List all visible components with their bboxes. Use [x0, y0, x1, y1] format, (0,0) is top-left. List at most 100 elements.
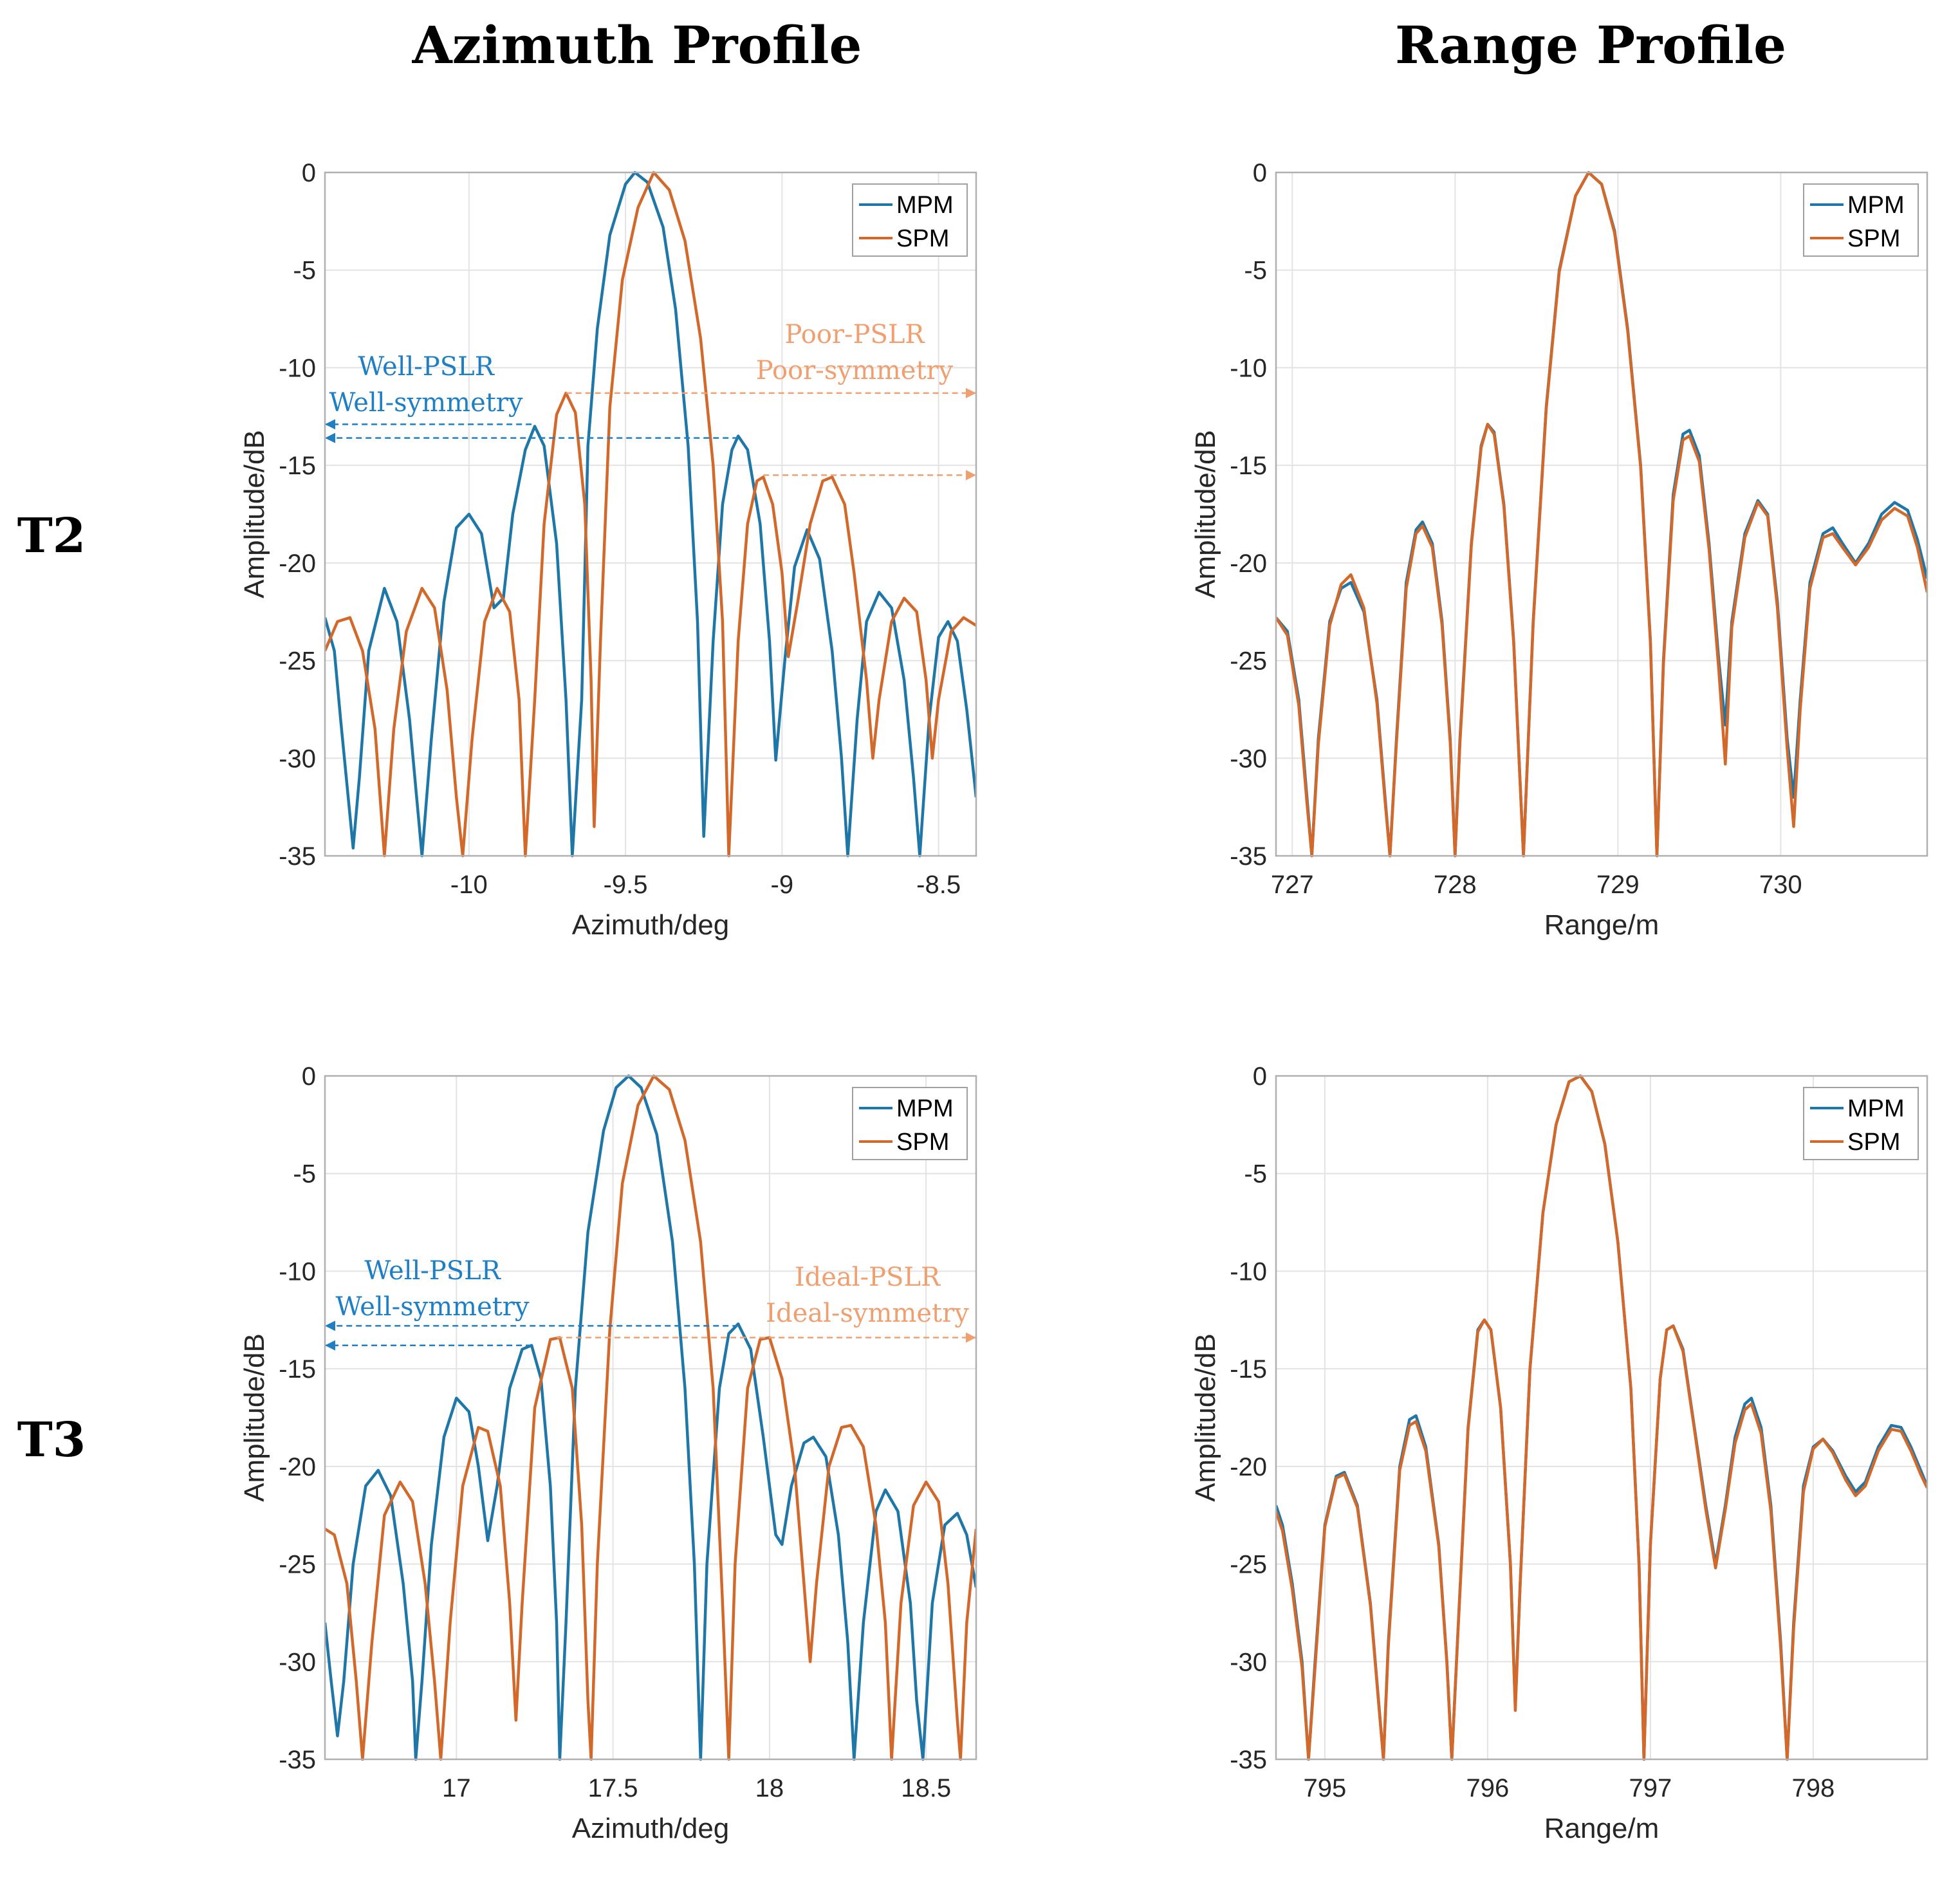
annotation-text: Poor-PSLR [784, 320, 925, 349]
arrow-head [325, 432, 335, 443]
legend-box [1803, 183, 1919, 257]
y-tick-label: -35 [279, 1746, 316, 1774]
arrow-head [966, 470, 976, 481]
plot-frame [1275, 171, 1928, 857]
x-tick-label: 17.5 [588, 1774, 638, 1802]
y-tick-label: -35 [279, 842, 316, 871]
y-tick-label: -25 [279, 647, 316, 676]
y-tick-label: -20 [1230, 1453, 1267, 1481]
chart-t3-range: 0 -5 -10 -15 -20 -25 -30 -35 795 796 797 798 Range/m… [1190, 1062, 1928, 1844]
plot-area [1276, 172, 1927, 856]
x-axis-label: Range/m [1544, 909, 1660, 941]
annotation-text: Well-symmetry [335, 1292, 529, 1322]
y-tick-label: -25 [279, 1551, 316, 1579]
plot-frame [324, 171, 977, 857]
x-tick-label: -9 [771, 871, 794, 899]
series-line-spm [1276, 1074, 1927, 1761]
arrow-head [325, 1340, 335, 1351]
arrow-head [325, 419, 335, 430]
legend-label-spm: SPM [1847, 225, 1900, 252]
x-tick-label: 727 [1271, 871, 1314, 899]
legend-label-spm: SPM [1847, 1129, 1900, 1156]
y-tick-label: -35 [1230, 1746, 1267, 1774]
y-tick-label: -20 [1230, 550, 1267, 578]
chart-t3-azimuth: Well-PSLR Well-symmetry Ideal-PSLR Ideal-sy… [239, 1062, 977, 1844]
arrow-head [325, 1320, 335, 1331]
arrow-head [966, 1332, 976, 1343]
y-tick-label: -15 [279, 1355, 316, 1384]
y-tick-label: -20 [279, 550, 316, 578]
plot-area [325, 172, 976, 856]
x-axis-label: Azimuth/deg [572, 909, 730, 941]
y-tick-label: -15 [279, 452, 316, 480]
y-tick-label: -30 [1230, 745, 1267, 773]
y-axis-label: Amplitude/dB [1190, 1333, 1221, 1502]
legend-label-mpm: MPM [1847, 1095, 1905, 1122]
x-tick-label: 795 [1304, 1774, 1347, 1802]
y-tick-label: -30 [279, 745, 316, 773]
x-tick-label: -8.5 [916, 871, 961, 899]
legend-box [852, 183, 968, 257]
y-tick-label: -5 [293, 257, 316, 285]
y-tick-label: 0 [302, 159, 316, 187]
x-axis-label: Range/m [1544, 1813, 1660, 1844]
annotation-text: Well-PSLR [358, 352, 495, 382]
x-tick-label: -9.5 [604, 871, 648, 899]
y-tick-label: -20 [279, 1453, 316, 1481]
y-tick-label: -10 [1230, 354, 1267, 382]
legend-label-mpm: MPM [1847, 192, 1905, 219]
y-tick-label: -25 [1230, 1551, 1267, 1579]
x-tick-label: 729 [1596, 871, 1640, 899]
legend-box [852, 1087, 968, 1160]
legend-label-spm: SPM [896, 225, 949, 252]
y-tick-label: -25 [1230, 647, 1267, 676]
x-tick-label: 797 [1629, 1774, 1672, 1802]
y-tick-label: -30 [1230, 1648, 1267, 1676]
plot-frame [324, 1075, 977, 1761]
y-tick-label: -35 [1230, 842, 1267, 871]
plot-frame [1275, 1075, 1928, 1761]
annotation-text: Ideal-PSLR [795, 1263, 941, 1292]
annotation-text: Well-PSLR [364, 1256, 502, 1286]
plot-area [1276, 1076, 1927, 1759]
y-tick-label: -5 [293, 1160, 316, 1189]
y-axis-label: Amplitude/dB [1190, 430, 1221, 598]
y-tick-label: -15 [1230, 1355, 1267, 1384]
series-line-mpm [325, 171, 976, 858]
x-tick-label: 17 [442, 1774, 471, 1802]
annotation-text: Poor-symmetry [756, 356, 954, 385]
x-tick-label: 730 [1759, 871, 1802, 899]
x-tick-label: 798 [1792, 1774, 1835, 1802]
y-tick-label: -10 [279, 1257, 316, 1286]
y-tick-label: 0 [1253, 159, 1267, 187]
x-tick-label: 18 [755, 1774, 784, 1802]
y-tick-label: -30 [279, 1648, 316, 1676]
arrow-head [966, 387, 976, 398]
legend-label-mpm: MPM [896, 192, 954, 219]
y-axis-label: Amplitude/dB [239, 1333, 270, 1502]
y-tick-label: 0 [1253, 1062, 1267, 1091]
azimuth-profile-header: Azimuth Profile [412, 15, 862, 75]
x-tick-label: -10 [450, 871, 488, 899]
y-tick-label: -5 [1244, 1160, 1267, 1189]
range-profile-header: Range Profile [1395, 15, 1786, 75]
x-tick-label: 728 [1434, 871, 1477, 899]
y-tick-label: -5 [1244, 257, 1267, 285]
y-tick-label: 0 [302, 1062, 316, 1091]
plot-area [325, 1076, 976, 1759]
legend-box [1803, 1087, 1919, 1160]
y-tick-label: -15 [1230, 452, 1267, 480]
row-label-t2: T2 [17, 508, 86, 564]
legend-label-mpm: MPM [896, 1095, 954, 1122]
y-tick-label: -10 [279, 354, 316, 382]
series-line-mpm [325, 1074, 976, 1761]
annotation-text: Ideal-symmetry [766, 1299, 969, 1328]
chart-t2-azimuth: Well-PSLR Well-symmetry Poor-PSLR Poor-symm… [239, 159, 977, 941]
x-tick-label: 796 [1466, 1774, 1510, 1802]
annotation-text: Well-symmetry [329, 388, 522, 418]
row-label-t3: T3 [17, 1412, 86, 1468]
y-axis-label: Amplitude/dB [239, 430, 270, 598]
x-axis-label: Azimuth/deg [572, 1813, 730, 1844]
